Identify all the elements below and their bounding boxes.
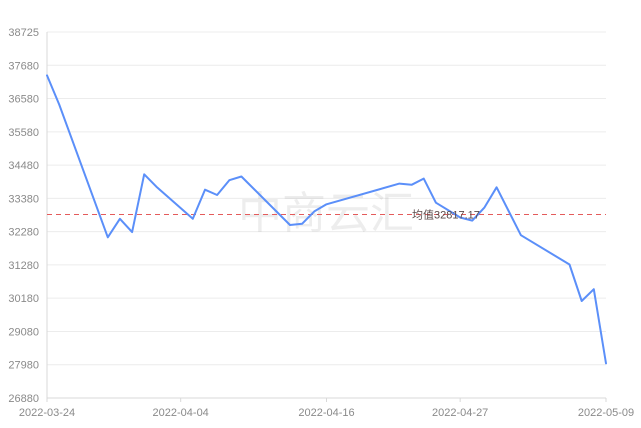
x-tick-label: 2022-04-27 xyxy=(432,407,488,419)
y-tick-label: 32280 xyxy=(8,227,39,239)
average-label: 均值32817.17 xyxy=(412,209,480,222)
x-tick-label: 2022-04-16 xyxy=(298,407,354,419)
data-point[interactable] xyxy=(45,73,50,78)
data-point[interactable] xyxy=(202,187,207,192)
y-tick-label: 29080 xyxy=(8,326,39,338)
watermark-text: 中商云汇 xyxy=(238,188,414,239)
x-tick-label: 2022-05-09 xyxy=(578,407,634,419)
data-point[interactable] xyxy=(117,216,122,221)
y-tick-label: 31280 xyxy=(8,260,39,272)
data-point[interactable] xyxy=(227,178,232,183)
data-point[interactable] xyxy=(300,221,305,226)
y-tick-label: 26880 xyxy=(8,393,39,405)
data-point[interactable] xyxy=(57,102,62,107)
data-point[interactable] xyxy=(190,216,195,221)
data-point[interactable] xyxy=(494,185,499,190)
data-point[interactable] xyxy=(239,174,244,179)
data-point[interactable] xyxy=(397,181,402,186)
data-point[interactable] xyxy=(409,182,414,187)
x-tick-label: 2022-03-24 xyxy=(19,407,75,419)
y-tick-label: 35580 xyxy=(8,127,39,139)
data-point[interactable] xyxy=(518,233,523,238)
y-tick-label: 34480 xyxy=(8,160,39,172)
series-line xyxy=(46,74,607,365)
y-tick-label: 27980 xyxy=(8,360,39,372)
y-tick-label: 33380 xyxy=(8,193,39,205)
x-tick-label: 2022-04-04 xyxy=(153,407,209,419)
data-point[interactable] xyxy=(215,192,220,197)
y-tick-label: 38725 xyxy=(8,27,39,39)
y-tick-label: 36580 xyxy=(8,94,39,106)
y-tick-label: 37680 xyxy=(8,60,39,72)
data-point[interactable] xyxy=(567,262,572,267)
data-point[interactable] xyxy=(154,184,159,189)
data-point[interactable] xyxy=(130,230,135,235)
data-point[interactable] xyxy=(579,298,584,303)
data-point[interactable] xyxy=(591,287,596,292)
data-point[interactable] xyxy=(105,235,110,240)
data-point[interactable] xyxy=(433,200,438,205)
y-tick-label: 30180 xyxy=(8,293,39,305)
data-point[interactable] xyxy=(482,205,487,210)
data-point[interactable] xyxy=(604,361,609,366)
data-point[interactable] xyxy=(288,222,293,227)
data-point[interactable] xyxy=(312,209,317,214)
data-point[interactable] xyxy=(142,172,147,177)
data-point[interactable] xyxy=(324,202,329,207)
data-point[interactable] xyxy=(421,176,426,181)
